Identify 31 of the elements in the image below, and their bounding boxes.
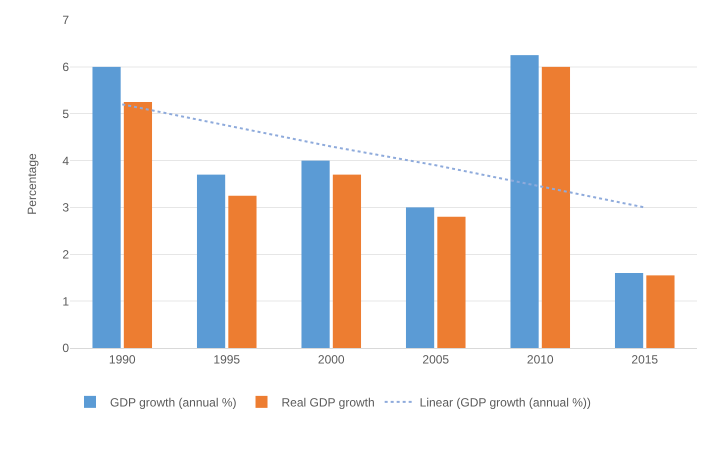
y-tick-label: 3 xyxy=(62,200,70,215)
y-tick-label: 2 xyxy=(62,247,70,262)
line-series xyxy=(121,103,646,208)
x-tick-label: 2015 xyxy=(631,352,658,366)
legend-label: Real GDP growth xyxy=(282,396,375,410)
bar xyxy=(510,55,539,348)
bar xyxy=(646,275,675,348)
y-tick-label: 0 xyxy=(62,341,70,356)
x-tick-label: 2010 xyxy=(526,352,554,366)
y-tick-label: 1 xyxy=(62,294,70,308)
bar xyxy=(332,174,362,348)
legend-label: GDP growth (annual %) xyxy=(110,396,237,410)
bar xyxy=(92,66,121,348)
legend-label: Linear (GDP growth (annual %)) xyxy=(420,396,591,410)
bar xyxy=(437,216,466,348)
y-tick-label: 4 xyxy=(62,154,70,168)
bar xyxy=(542,66,570,348)
x-tick-label: 1990 xyxy=(108,352,136,366)
x-tick-label: 2005 xyxy=(422,352,450,366)
y-tick-label: 6 xyxy=(62,60,70,74)
bar xyxy=(406,207,434,348)
bar xyxy=(124,102,152,348)
y-tick-label: 5 xyxy=(62,106,70,121)
x-tick-label: 2000 xyxy=(318,352,345,366)
bar xyxy=(301,160,330,348)
y-axis-title: Percentage xyxy=(25,152,39,215)
bar xyxy=(196,174,226,348)
bar xyxy=(228,196,257,348)
y-tick-label: 7 xyxy=(62,13,70,28)
x-tick-label: 1995 xyxy=(213,352,240,366)
bar xyxy=(614,273,644,348)
